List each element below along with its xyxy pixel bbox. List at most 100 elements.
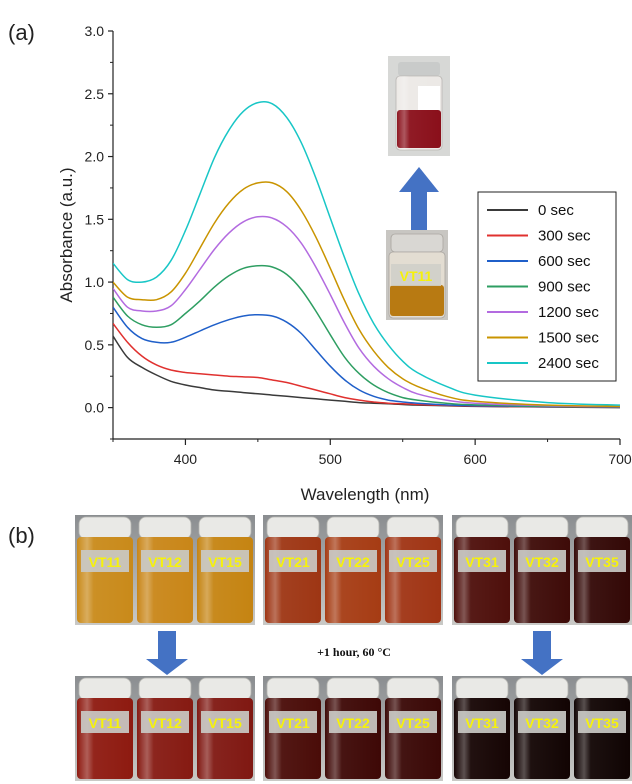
down-arrow-left: [146, 631, 188, 675]
inset-vial-label-patch: [391, 264, 441, 286]
panel-b-annotations: +1 hour, 60 °C: [146, 631, 563, 675]
legend-label: 600 sec: [538, 253, 591, 270]
vial-label-patch: [389, 550, 437, 572]
vial-label: VT11: [89, 554, 122, 570]
legend-label: 1500 sec: [538, 330, 599, 347]
vial-photo-before: VT31 VT32 VT35: [452, 515, 632, 625]
vial-cap: [515, 516, 569, 540]
vial-label: VT22: [336, 715, 370, 731]
y-tick-label: 1.0: [85, 274, 105, 290]
vial-label-patch: [269, 711, 317, 733]
vial-cap: [326, 516, 380, 540]
vial-photo-before: VT11 VT12 VT15: [75, 515, 255, 625]
vial-label-patch: [578, 711, 626, 733]
x-tick-label: 400: [174, 451, 198, 467]
down-arrow-icon: [521, 659, 563, 675]
vial-cap: [266, 516, 320, 540]
vial-label: VT11: [89, 715, 122, 731]
vial-glass-sheen: [77, 537, 133, 623]
y-tick-label: 3.0: [85, 23, 105, 39]
vial-cap: [386, 677, 440, 701]
series-line: [113, 100, 620, 406]
vial-label: VT35: [585, 715, 619, 731]
vial-label: VT12: [148, 715, 182, 731]
down-arrow-right: [521, 631, 563, 675]
vial-label-patch: [81, 711, 129, 733]
vial-glass-sheen: [385, 698, 441, 779]
vial-cap: [138, 516, 192, 540]
vial-label: VT15: [208, 715, 242, 731]
inset-arrow: [399, 167, 439, 230]
vial-glass-sheen: [454, 698, 510, 779]
y-tick-label: 2.0: [85, 149, 105, 165]
vial-cap: [138, 677, 192, 701]
vial-cap: [266, 677, 320, 701]
vial-label: VT25: [396, 715, 430, 731]
vial-glass-sheen: [574, 537, 630, 623]
legend-label: 1200 sec: [538, 304, 599, 321]
vial-label: VT25: [396, 554, 430, 570]
vial-label-patch: [518, 711, 566, 733]
vial-label: VT32: [525, 554, 559, 570]
vial-cap: [455, 677, 509, 701]
vial-label-patch: [201, 550, 249, 572]
vial-label-patch: [329, 550, 377, 572]
vial-label-patch: [269, 550, 317, 572]
inset-vial-cap: [390, 233, 444, 253]
vial-cap: [326, 677, 380, 701]
vial-cap: [515, 677, 569, 701]
legend-label: 2400 sec: [538, 355, 599, 372]
vial-label: VT21: [276, 554, 310, 570]
vial-label: VT31: [465, 715, 499, 731]
vial-glass-sheen: [514, 537, 570, 623]
vial-glass-sheen: [265, 537, 321, 623]
vial-photo-after: VT31 VT32 VT35: [452, 676, 632, 781]
legend-label: 0 sec: [538, 202, 574, 219]
vial-glass-sheen: [265, 698, 321, 779]
vial-glass-sheen: [77, 698, 133, 779]
x-tick-label: 700: [608, 451, 632, 467]
series-line: [113, 215, 620, 408]
vial-glass-sheen: [574, 698, 630, 779]
series-line: [113, 323, 620, 408]
vial-glass-sheen: [325, 698, 381, 779]
up-arrow-icon: [399, 167, 439, 192]
vial-cap: [78, 677, 132, 701]
y-tick-label: 2.5: [85, 86, 105, 102]
inset-vial-cap: [398, 62, 440, 76]
panel-b-label: (b): [8, 523, 35, 548]
series-line: [113, 264, 620, 408]
vial-glass-sheen: [514, 698, 570, 779]
vial-cap: [575, 516, 629, 540]
inset-vial-after: [388, 56, 450, 156]
inset-vial-text: VT11: [400, 268, 433, 284]
y-tick-label: 0.0: [85, 400, 105, 416]
vial-cap: [386, 516, 440, 540]
inset-arrow-shaft: [411, 191, 427, 230]
series-line: [113, 181, 620, 408]
legend: 0 sec 300 sec 600 sec 900 sec 1200 sec 1500 s…: [477, 191, 617, 382]
vial-label: VT32: [525, 715, 559, 731]
vial-label-patch: [329, 711, 377, 733]
plot-area: 0.0 0.5 1.0 1.5 2.0 2.5 3.0 400 500 600 700: [85, 23, 632, 467]
inset-vial-liquid-amber: [390, 285, 444, 316]
arrow-shaft: [158, 631, 176, 660]
vial-label: VT35: [585, 554, 619, 570]
vial-label: VT22: [336, 554, 370, 570]
vial-label-patch: [458, 711, 506, 733]
y-axis-title: Absorbance (a.u.): [57, 167, 76, 302]
vial-label-patch: [201, 711, 249, 733]
vial-label-patch: [81, 550, 129, 572]
absorbance-curves: [113, 100, 620, 409]
vial-glass-sheen: [454, 537, 510, 623]
x-axis-title: Wavelength (nm): [301, 485, 430, 504]
legend-label: 300 sec: [538, 228, 591, 245]
vial-label-patch: [578, 550, 626, 572]
inset-vial-before: VT11: [386, 230, 448, 320]
arrow-shaft: [533, 631, 551, 660]
y-tick-label: 1.5: [85, 211, 105, 227]
vial-cap: [78, 516, 132, 540]
vial-glass-sheen: [325, 537, 381, 623]
vial-label: VT21: [276, 715, 310, 731]
vial-label-patch: [458, 550, 506, 572]
